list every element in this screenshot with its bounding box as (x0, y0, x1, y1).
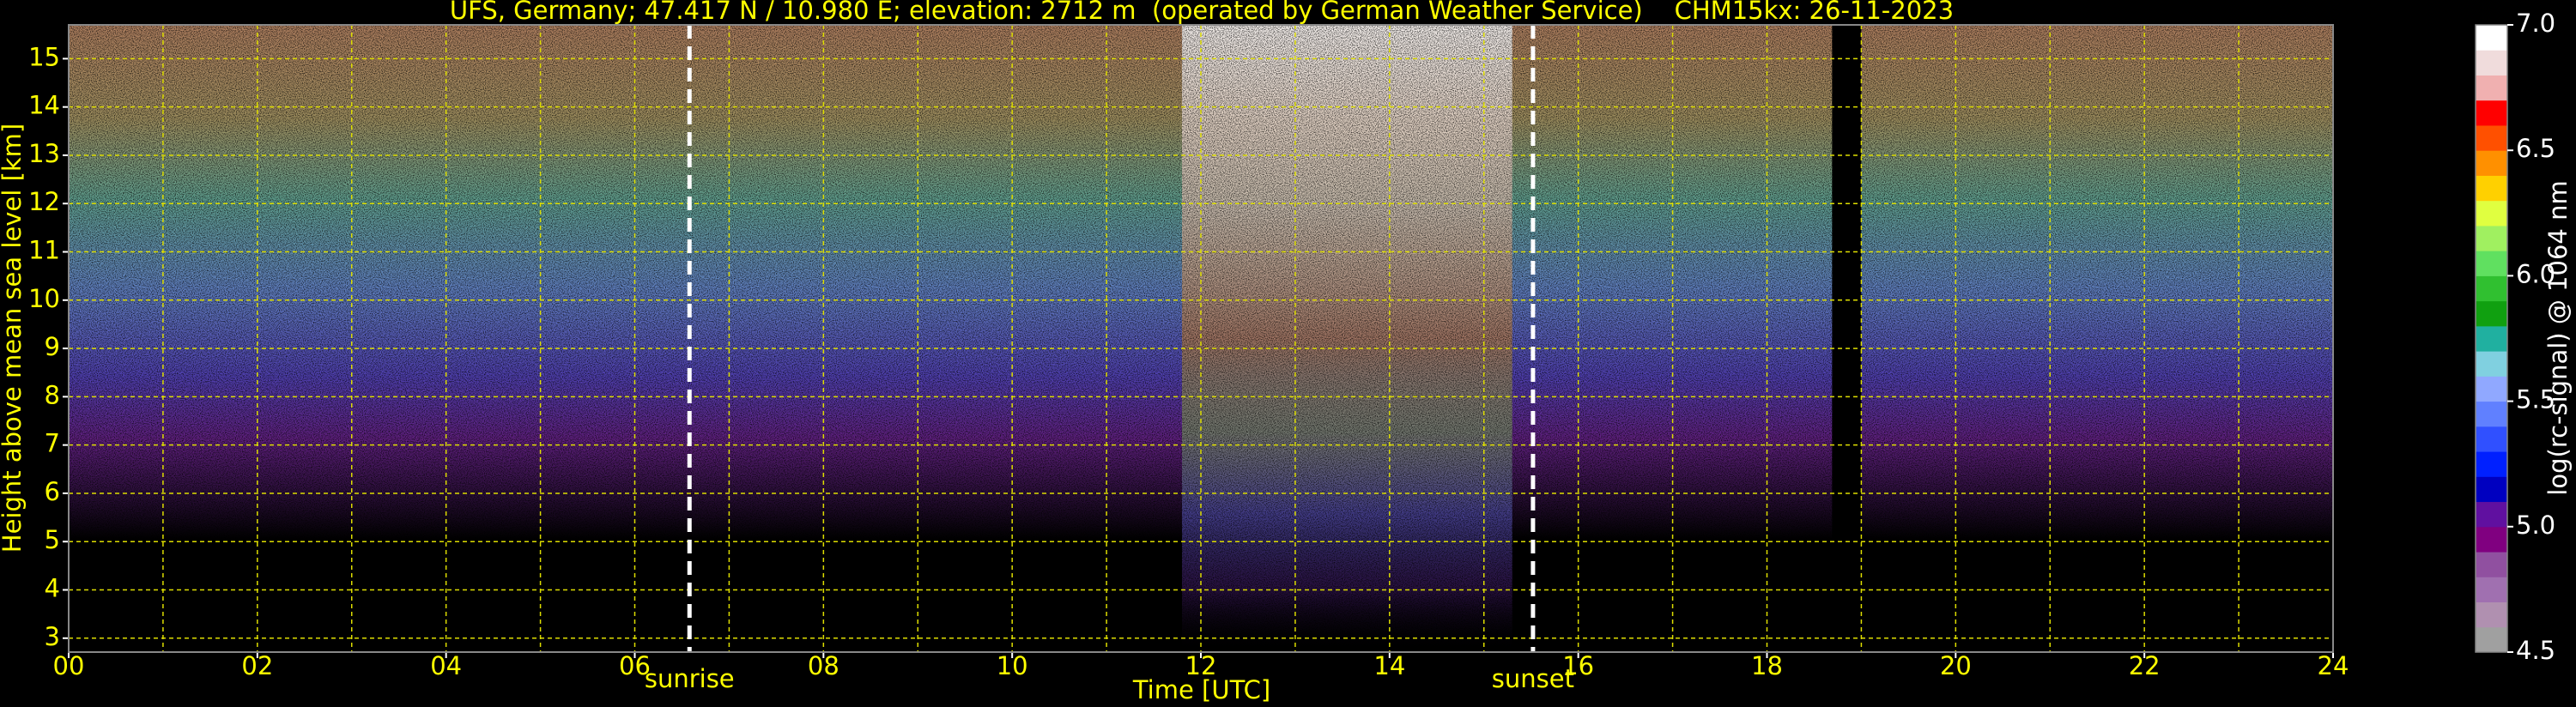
colorbar-band (2476, 351, 2507, 377)
colorbar-tick-label: 6.0 (2516, 259, 2555, 288)
x-tick-label: 18 (1751, 651, 1783, 680)
y-tick-label: 4 (45, 574, 60, 603)
x-axis-label: Time [UTC] (1132, 675, 1270, 704)
y-tick-label: 7 (45, 429, 60, 458)
colorbar-band (2476, 275, 2507, 302)
missing-data (1832, 25, 1862, 652)
x-tick-label: 00 (53, 651, 85, 680)
y-tick-label: 5 (45, 525, 60, 554)
y-tick-label: 9 (45, 332, 60, 361)
x-tick-label: 24 (2318, 651, 2349, 680)
colorbar-band (2476, 451, 2507, 477)
colorbar-tick-label: 7.0 (2516, 9, 2555, 38)
colorbar-band (2476, 577, 2507, 603)
colorbar-band (2476, 401, 2507, 427)
colorbar-tick-label: 6.5 (2516, 134, 2555, 163)
y-tick-label: 11 (28, 236, 60, 265)
y-axis-label: Height above mean sea level [km] (0, 124, 27, 553)
colorbar-tick-label: 4.5 (2516, 636, 2555, 665)
colorbar-band (2476, 25, 2507, 51)
x-tick-label: 22 (2129, 651, 2161, 680)
y-tick-label: 12 (28, 187, 60, 216)
colorbar-band (2476, 100, 2507, 126)
x-tick-label: 16 (1562, 651, 1594, 680)
x-tick-label: 12 (1185, 651, 1217, 680)
colorbar-band (2476, 626, 2507, 653)
colorbar-band (2476, 225, 2507, 251)
x-tick-label: 04 (430, 651, 462, 680)
annotation-label: sunrise (645, 664, 735, 693)
colorbar-band (2476, 426, 2507, 452)
colorbar-band (2476, 376, 2507, 402)
colorbar-tick-label: 5.0 (2516, 511, 2555, 540)
colorbar-band (2476, 150, 2507, 176)
y-tick-label: 13 (28, 139, 60, 168)
plot-frame (68, 24, 2334, 653)
y-tick-label: 6 (45, 477, 60, 506)
y-tick-label: 8 (45, 380, 60, 409)
colorbar-band (2476, 251, 2507, 276)
x-tick-label: 06 (619, 651, 651, 680)
colorbar-band (2476, 552, 2507, 577)
colorbar-band (2476, 50, 2507, 76)
colorbar-band (2476, 175, 2507, 202)
colorbar-band (2476, 300, 2507, 327)
x-tick-label: 20 (1940, 651, 1972, 680)
y-tick-label: 3 (45, 622, 60, 651)
x-tick-label: 02 (241, 651, 273, 680)
colorbar-band (2476, 325, 2507, 352)
colorbar-band (2476, 200, 2507, 227)
colorbar-label: log(rc-signal) @ 1064 nm (2543, 180, 2573, 495)
annotation-label: sunset (1492, 664, 1574, 693)
chart-title: UFS, Germany; 47.417 N / 10.980 E; eleva… (450, 0, 1954, 25)
y-tick-label: 14 (28, 91, 60, 120)
colorbar-band (2476, 601, 2507, 628)
colorbar-band (2476, 124, 2507, 151)
x-tick-label: 14 (1373, 651, 1405, 680)
colorbar-band (2476, 75, 2507, 101)
x-tick-label: 08 (808, 651, 839, 680)
x-tick-label: 10 (997, 651, 1028, 680)
colorbar-frame (2475, 24, 2508, 653)
colorbar-tick-label: 5.5 (2516, 385, 2555, 414)
y-tick-label: 10 (28, 284, 60, 313)
colorbar-band (2476, 476, 2507, 503)
colorbar-band (2476, 526, 2507, 553)
y-tick-label: 15 (28, 42, 60, 71)
colorbar-band (2476, 501, 2507, 528)
